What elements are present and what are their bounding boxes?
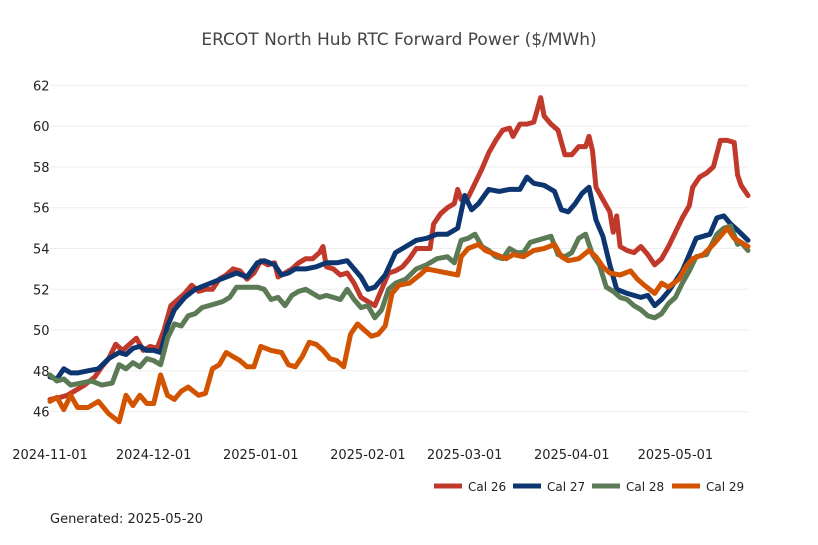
legend-label: Cal 26 [468, 480, 506, 494]
y-tick-label: 54 [33, 243, 50, 258]
legend-item: Cal 29 [672, 480, 744, 494]
y-tick-label: 46 [33, 406, 50, 421]
y-tick-label: 52 [33, 283, 50, 298]
legend: Cal 26 Cal 27 Cal 28 Cal 29 [434, 480, 744, 494]
x-axis: 2024-11-01 2024-12-01 2025-01-01 2025-02-01… [12, 448, 713, 463]
plot-area [47, 95, 751, 425]
legend-label: Cal 27 [547, 480, 585, 494]
series-line-cal-28 [47, 223, 751, 388]
legend-label: Cal 28 [626, 480, 664, 494]
x-tick-label: 2025-02-01 [330, 448, 406, 463]
x-tick-label: 2024-11-01 [12, 448, 88, 463]
y-tick-label: 62 [33, 79, 50, 94]
x-tick-label: 2025-01-01 [223, 448, 299, 463]
y-tick-label: 50 [33, 324, 50, 339]
x-tick-label: 2025-05-01 [638, 448, 714, 463]
y-tick-label: 48 [33, 365, 50, 380]
x-tick-label: 2025-04-01 [534, 448, 610, 463]
y-tick-label: 56 [33, 202, 50, 217]
series-line-cal-26 [47, 95, 751, 402]
x-tick-label: 2025-03-01 [427, 448, 503, 463]
legend-item: Cal 28 [592, 480, 664, 494]
legend-item: Cal 26 [434, 480, 506, 494]
x-tick-label: 2024-12-01 [116, 448, 192, 463]
series-line-cal-27 [47, 174, 751, 382]
y-tick-label: 60 [33, 120, 50, 135]
y-tick-label: 58 [33, 161, 50, 176]
legend-item: Cal 27 [513, 480, 585, 494]
chart-title: ERCOT North Hub RTC Forward Power ($/MWh… [201, 30, 596, 50]
y-axis: 46 48 50 52 54 56 58 60 62 [33, 79, 50, 420]
legend-label: Cal 29 [706, 480, 744, 494]
generated-note: Generated: 2025-05-20 [50, 512, 204, 527]
series-line-cal-29 [47, 225, 751, 425]
